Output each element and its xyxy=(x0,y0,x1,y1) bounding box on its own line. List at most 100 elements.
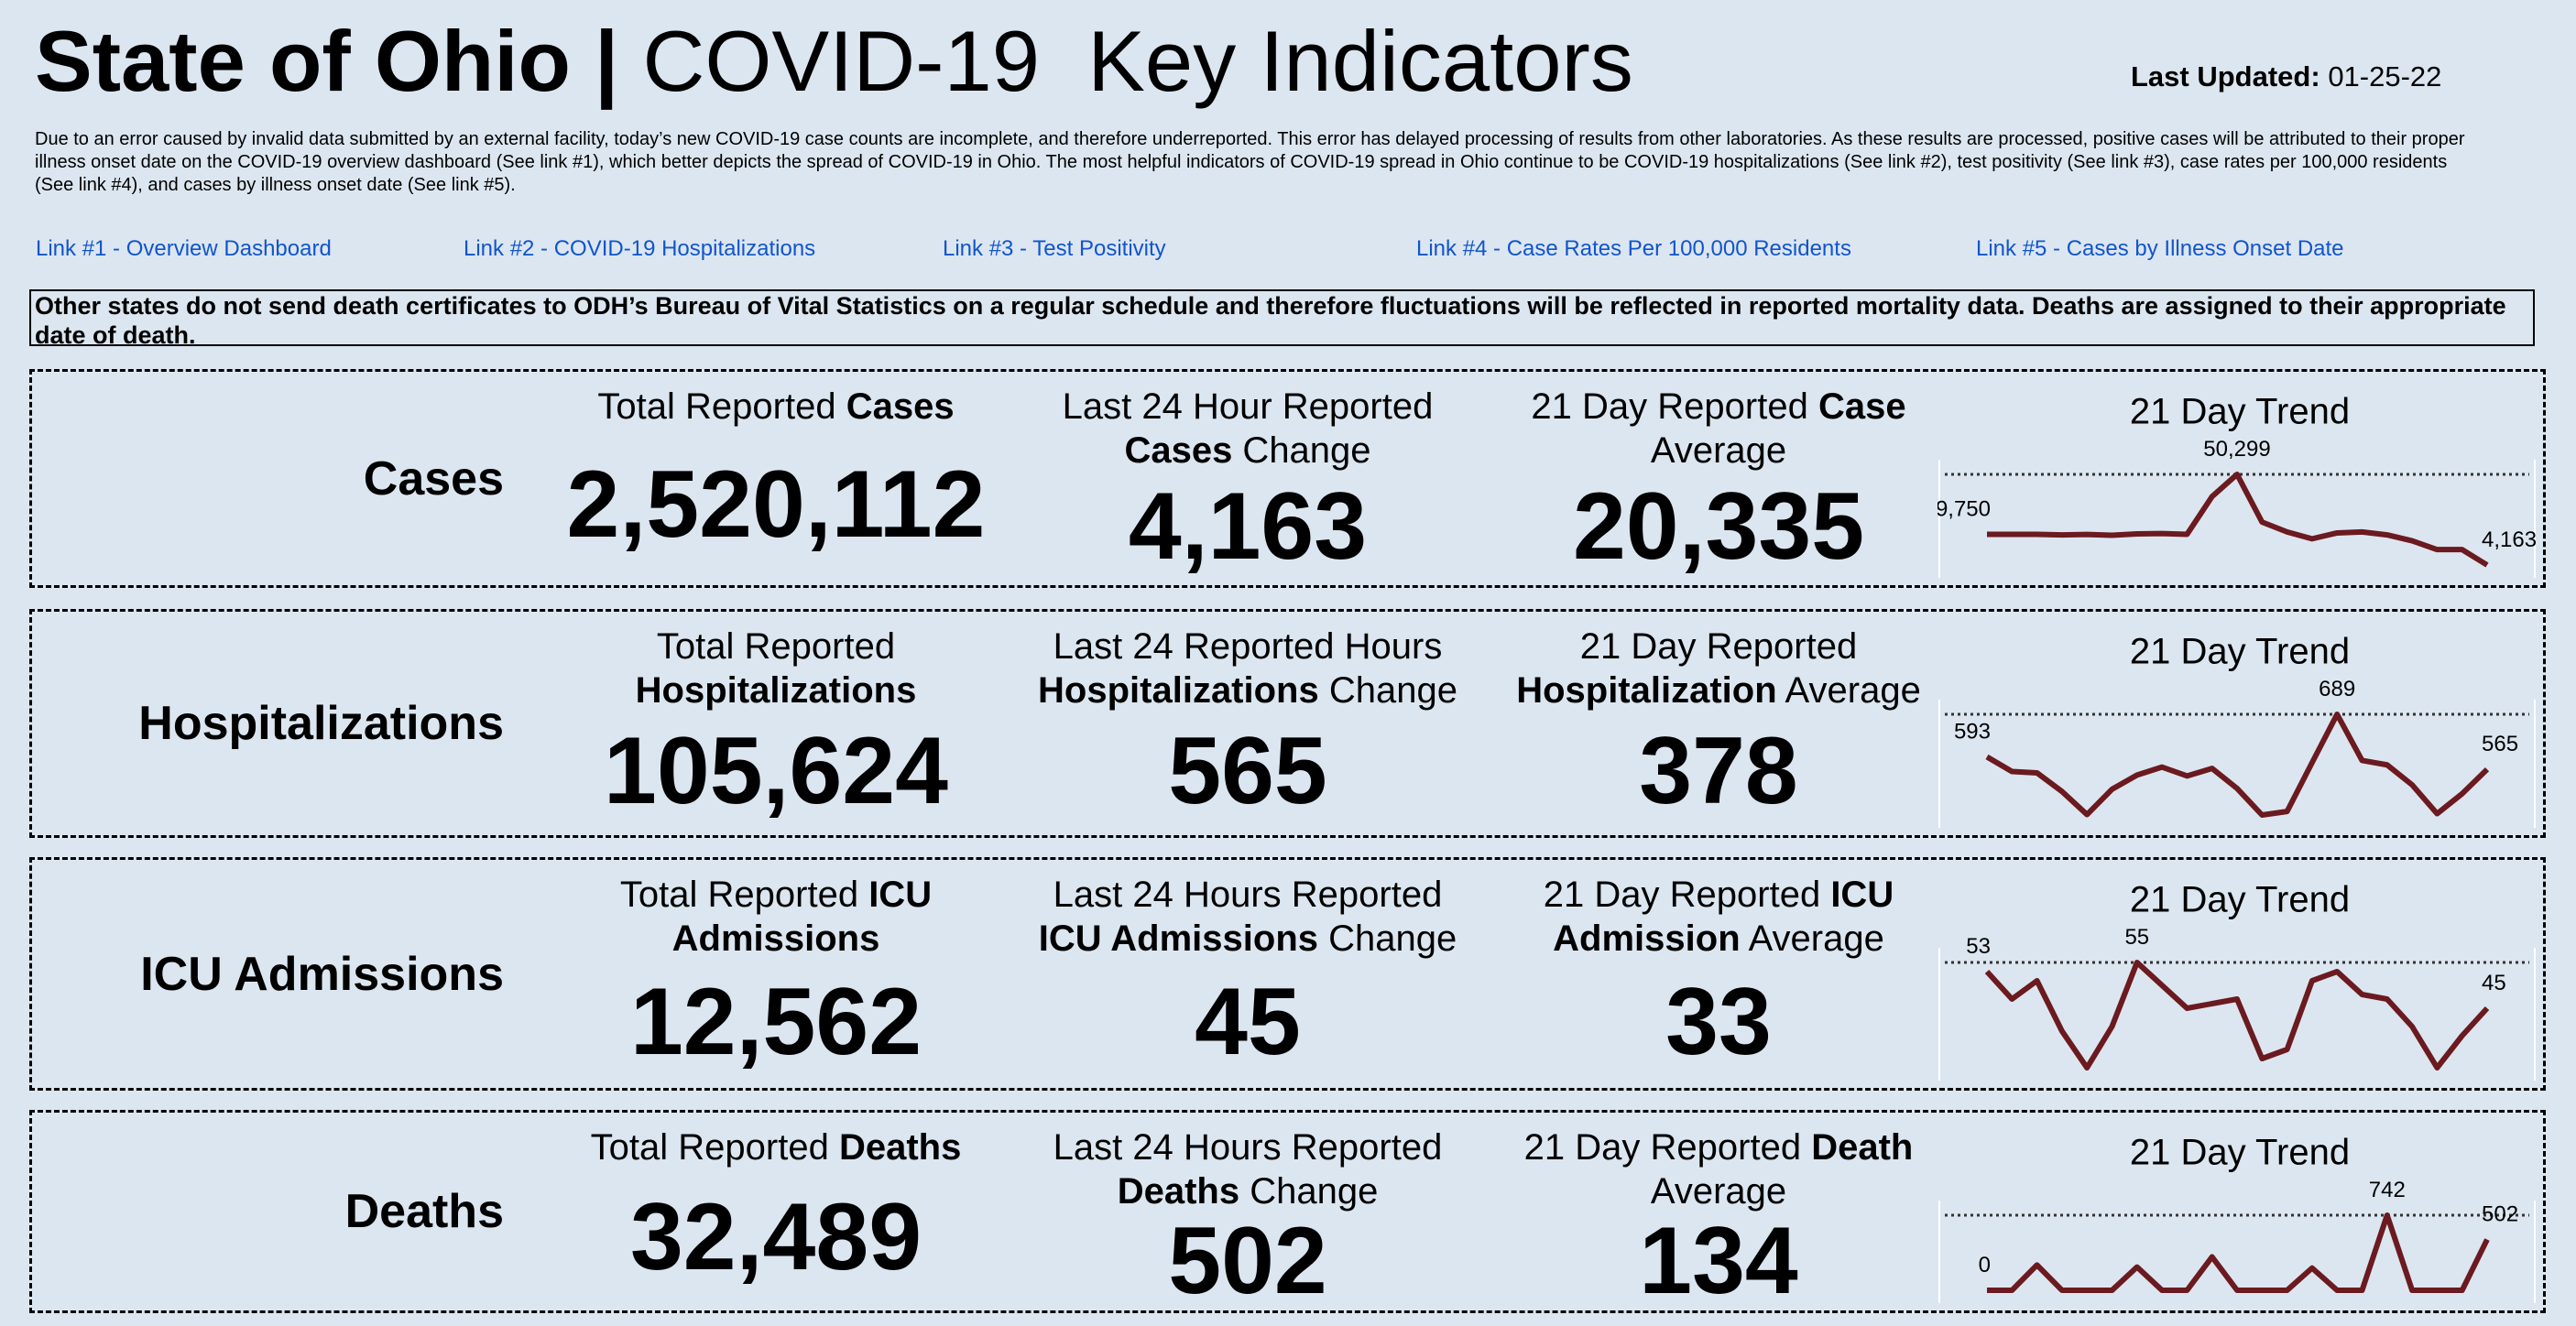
metric-label: Last 24 Hours Reported Deaths Change xyxy=(1032,1125,1463,1213)
link[interactable]: Link #2 - COVID-19 Hospitalizations xyxy=(464,236,816,261)
label-part: Hospitalizations xyxy=(635,670,917,711)
label-part: Last 24 Hour Reported xyxy=(1062,386,1444,427)
metric-value: 378 xyxy=(1639,718,1798,824)
metric-label: 21 Day Reported ICU Admission Average xyxy=(1503,873,1934,961)
notice: Due to an error caused by invalid data s… xyxy=(35,129,2465,195)
metric-value: 502 xyxy=(1168,1208,1327,1314)
trend-line xyxy=(1987,472,2489,568)
label-part: Total Reported xyxy=(619,875,869,915)
data-label: 0 xyxy=(1979,1253,1991,1277)
metric: Last 24 Hours Reported Deaths Change 502 xyxy=(1032,1125,1463,1309)
link[interactable]: Link #3 - Test Positivity xyxy=(943,236,1166,261)
trend-line xyxy=(1987,1212,2490,1293)
data-label: 53 xyxy=(1966,934,1991,959)
label-part: 21 Day Reported xyxy=(1543,875,1831,915)
trend-title: 21 Day Trend xyxy=(2130,392,2350,432)
metric-value: 12,562 xyxy=(629,968,922,1075)
metric-value: 4,163 xyxy=(1128,473,1368,580)
row-name: ICU Admissions xyxy=(140,947,504,1001)
label-part: 21 Day Reported xyxy=(1523,1127,1812,1168)
label-part: Last 24 Hours Reported xyxy=(1053,1127,1453,1168)
updated-value: 01-25-22 xyxy=(2328,60,2442,92)
label-part: Change xyxy=(1232,430,1371,471)
indicator-section: ICU Admissions Total Reported ICU Admissi… xyxy=(29,857,2546,1091)
data-label: 689 xyxy=(2319,677,2355,701)
title-text: COVID-19 Key Indicators xyxy=(642,13,1633,109)
death-note: Other states do not send death certifica… xyxy=(29,289,2535,349)
label-part: Cases xyxy=(1124,430,1233,471)
label-part: 21 Day Reported xyxy=(1579,626,1868,667)
metric-label: 21 Day Reported Hospitalization Average xyxy=(1503,625,1934,712)
label-part: Total Reported xyxy=(656,626,906,667)
label-part: Average xyxy=(1776,670,1921,711)
updated-label: Last Updated: xyxy=(2131,60,2320,92)
metric-label: Last 24 Hours Reported ICU Admissions Ch… xyxy=(1032,873,1463,961)
trend-line xyxy=(1984,960,2490,1071)
metric: Total Reported Deaths 32,489 xyxy=(561,1125,991,1305)
metric-label: Last 24 Reported Hours Hospitalizations … xyxy=(1032,625,1463,712)
label-part: Last 24 Reported Hours xyxy=(1053,626,1453,667)
metric: Total Reported ICU Admissions 12,562 xyxy=(561,873,991,1082)
data-label: 593 xyxy=(1954,720,1991,745)
metric: 21 Day Reported Case Average 20,335 xyxy=(1503,385,1934,580)
metric-label: Total Reported Cases xyxy=(597,385,954,429)
label-part: Average xyxy=(1740,918,1884,959)
indicator-section: Deaths Total Reported Deaths 32,489 Last 24… xyxy=(29,1110,2546,1313)
trend-title: 21 Day Trend xyxy=(2130,880,2350,920)
metric: 21 Day Reported Hospitalization Average 3… xyxy=(1503,625,1934,830)
metric-value: 33 xyxy=(1665,968,1772,1075)
row-name: Hospitalizations xyxy=(138,697,504,750)
label-part: Cases xyxy=(846,386,955,427)
metric-label: Total Reported Hospitalizations xyxy=(561,625,991,712)
trend-line xyxy=(1985,712,2490,818)
metric-value: 2,520,112 xyxy=(566,451,986,558)
metric-value: 32,489 xyxy=(629,1184,922,1290)
label-part: ICU Admissions xyxy=(1038,918,1318,959)
metric: Total Reported Hospitalizations 105,624 xyxy=(561,625,991,830)
label-part: Change xyxy=(1239,1171,1379,1212)
link[interactable]: Link #4 - Case Rates Per 100,000 Residen… xyxy=(1416,236,1851,261)
metric-label: 21 Day Reported Death Average xyxy=(1503,1125,1934,1213)
metric-label: Total Reported Deaths xyxy=(591,1125,962,1169)
data-label: 742 xyxy=(2369,1178,2406,1202)
trend-title: 21 Day Trend xyxy=(2130,1133,2350,1173)
metric-value: 565 xyxy=(1168,718,1327,824)
metric: Total Reported Cases 2,520,112 xyxy=(561,385,991,580)
metric: Last 24 Reported Hours Hospitalizations … xyxy=(1032,625,1463,830)
label-part: Change xyxy=(1318,670,1457,711)
trend-chart: 21 Day Trend 0 742 502 xyxy=(1938,1133,2536,1303)
data-label: 55 xyxy=(2124,925,2149,950)
label-part: Change xyxy=(1318,918,1457,959)
label-part: Total Reported xyxy=(590,1127,839,1168)
data-label: 565 xyxy=(2482,732,2518,756)
label-part: Case xyxy=(1817,386,1906,427)
label-part: 21 Day Reported xyxy=(1531,386,1818,427)
metric-label: Total Reported ICU Admissions xyxy=(561,873,991,961)
label-part: Total Reported xyxy=(597,386,846,427)
last-updated: Last Updated: 01-25-22 xyxy=(2131,60,2441,93)
data-label: 50,299 xyxy=(2203,437,2270,462)
link[interactable]: Link #5 - Cases by Illness Onset Date xyxy=(1976,236,2344,261)
metric: 21 Day Reported Death Average 134 xyxy=(1503,1125,1934,1309)
label-part: Hospitalization xyxy=(1516,670,1777,711)
data-label: 19,750 xyxy=(1937,497,1991,522)
data-label: 4,163 xyxy=(2482,527,2537,552)
indicator-section: Cases Total Reported Cases 2,520,112 Last 2… xyxy=(29,369,2546,588)
label-part: Death xyxy=(1811,1127,1914,1168)
row-name: Deaths xyxy=(344,1185,504,1238)
label-part: Average xyxy=(1650,386,1916,471)
metric-value: 105,624 xyxy=(604,718,948,824)
page-title: State of Ohio | COVID-19 Key Indicators xyxy=(35,11,1633,112)
trend-chart: 21 Day Trend 53 55 45 xyxy=(1938,880,2536,1081)
metric: Last 24 Hours Reported ICU Admissions Ch… xyxy=(1032,873,1463,1082)
indicator-section: Hospitalizations Total Reported Hospitali… xyxy=(29,609,2546,838)
link[interactable]: Link #1 - Overview Dashboard xyxy=(36,236,332,261)
metric-label: Last 24 Hour Reported Cases Change xyxy=(1032,385,1463,473)
metric-label: 21 Day Reported Case Average xyxy=(1503,385,1934,473)
title-bold: State of Ohio | xyxy=(35,13,619,109)
row-name: Cases xyxy=(363,451,504,505)
data-label: 502 xyxy=(2482,1202,2518,1227)
trend-chart: 21 Day Trend 593 689 565 xyxy=(1938,632,2536,828)
label-part: ICU Admissions xyxy=(671,875,941,959)
metric-value: 45 xyxy=(1195,968,1301,1075)
